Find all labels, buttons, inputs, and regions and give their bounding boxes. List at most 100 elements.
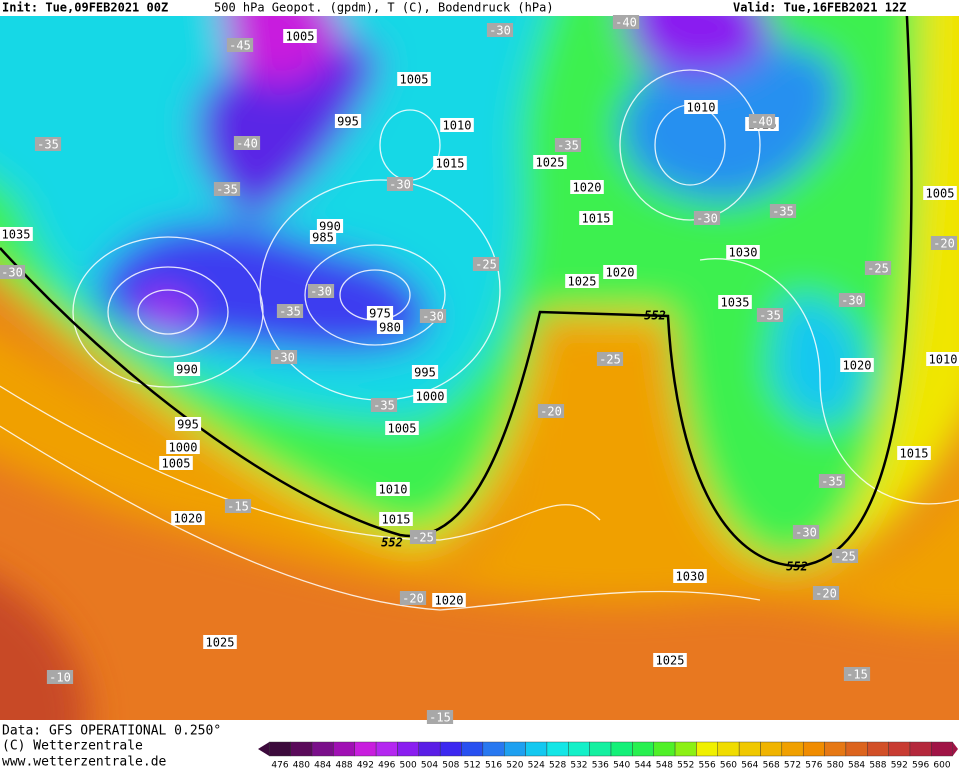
isotherm-label-box xyxy=(370,398,398,412)
colorbar-swatch xyxy=(354,741,377,757)
isobar-label-box xyxy=(166,440,200,454)
colorbar-swatch xyxy=(610,741,633,757)
colorbar-swatch xyxy=(397,741,420,757)
isotherm-label: -15 xyxy=(227,500,249,514)
colorbar-label: 520 xyxy=(506,761,523,771)
isotherm-label-box xyxy=(46,670,74,684)
colorbar-swatch xyxy=(439,741,462,757)
colorbar-swatch xyxy=(738,741,761,757)
colorbar-label: 476 xyxy=(271,761,288,771)
isobar-label-box xyxy=(432,593,466,607)
isotherm-label-box xyxy=(596,352,624,366)
isobar-label-box xyxy=(283,29,317,43)
colorbar-label: 536 xyxy=(592,761,609,771)
isobar-label: 1020 xyxy=(174,512,203,526)
isobar-label: 1005 xyxy=(162,457,191,471)
colorbar-label: 488 xyxy=(335,761,352,771)
isobar-label: 1010 xyxy=(379,483,408,497)
isotherm-label-box xyxy=(307,284,335,298)
isobar-label-box xyxy=(174,417,202,431)
colorbar-label: 480 xyxy=(293,761,310,771)
isobar-label-box xyxy=(440,118,474,132)
isotherm-label: -35 xyxy=(37,138,59,152)
isotherm-label-box xyxy=(486,23,514,37)
colorbar-label: 596 xyxy=(912,761,929,771)
overlay: 1005 1005 995 1010 1015 1025 1020 1015 1010 1025 1… xyxy=(0,15,959,771)
isobar-label: 1020 xyxy=(435,594,464,608)
colorbar-label: 524 xyxy=(528,761,545,771)
colorbar-label: 544 xyxy=(634,761,651,771)
isobar-label-box xyxy=(379,512,413,526)
isobar-label: 1010 xyxy=(443,119,472,133)
isotherm-label: -45 xyxy=(229,39,251,53)
isobar-label-box xyxy=(334,114,362,128)
colorbar-swatch xyxy=(653,741,676,757)
isobar-label: 1030 xyxy=(729,246,758,260)
colorbar-swatch xyxy=(525,741,548,757)
height-label: 552 xyxy=(381,536,403,550)
colorbar-label: 528 xyxy=(549,761,566,771)
footer-source: Data: GFS OPERATIONAL 0.250° xyxy=(2,724,221,739)
isotherm-label-box xyxy=(409,530,437,544)
isobar-label-box xyxy=(376,320,404,334)
colorbar-swatch xyxy=(311,741,334,757)
isotherm-label: -30 xyxy=(696,212,718,226)
isotherm-label: -40 xyxy=(236,137,258,151)
colorbar-swatch xyxy=(867,741,889,757)
colorbar-label: 556 xyxy=(699,761,716,771)
isotherm-label: -25 xyxy=(867,262,889,276)
isobar-label-box xyxy=(673,569,707,583)
isotherm-label-box xyxy=(419,309,447,323)
isotherm-label-box xyxy=(812,586,840,600)
colorbar-label: 540 xyxy=(613,761,630,771)
isobar-label: 1005 xyxy=(400,73,429,87)
isotherm-label: -25 xyxy=(599,353,621,367)
isotherm-label-box xyxy=(472,257,500,271)
isotherm-label-box xyxy=(930,236,958,250)
colorbar-label: 576 xyxy=(805,761,822,771)
colorbar-swatch xyxy=(845,741,868,757)
isotherm-label-box xyxy=(399,591,427,605)
isotherm-label: -35 xyxy=(759,309,781,323)
header-valid: Valid: Tue,16FEB2021 12Z xyxy=(733,1,906,15)
isobar-label: 1010 xyxy=(929,353,958,367)
colorbar-swatch xyxy=(461,741,484,757)
colorbar-swatch xyxy=(482,741,505,757)
height-label: 552 xyxy=(644,309,666,323)
isobar-label: 1020 xyxy=(843,359,872,373)
isotherm-label-box xyxy=(769,204,797,218)
isobar-label-box xyxy=(718,295,752,309)
isotherm-label-box xyxy=(537,404,565,418)
colorbar-swatch xyxy=(674,741,697,757)
isotherm-label: -35 xyxy=(821,475,843,489)
colorbar-arrow-left xyxy=(258,742,270,756)
colorbar-label: 496 xyxy=(378,761,395,771)
isobar-label-box xyxy=(173,362,201,376)
isotherm-label: -30 xyxy=(795,526,817,540)
isobar-label-box xyxy=(533,155,567,169)
colorbar-label: 508 xyxy=(442,761,459,771)
colorbar-arrow-right xyxy=(952,742,958,756)
isotherm-label: -20 xyxy=(540,405,562,419)
colorbar-swatch xyxy=(781,741,804,757)
colorbar-label: 532 xyxy=(570,761,587,771)
isobar-label-box xyxy=(203,635,237,649)
isotherm-label: -15 xyxy=(846,668,868,682)
isobar-label-box xyxy=(926,352,959,366)
isotherm-label-box xyxy=(233,136,261,150)
isotherm-label-box xyxy=(270,350,298,364)
height-label: 552 xyxy=(786,560,808,574)
isobar-label-box xyxy=(923,186,957,200)
isotherm-label-box xyxy=(554,138,582,152)
isobar-label-box xyxy=(366,306,394,320)
colorbar-label: 572 xyxy=(784,761,801,771)
header-bar xyxy=(0,0,959,16)
isobar-label: 1015 xyxy=(900,447,929,461)
contour-552 xyxy=(0,0,913,568)
isobar-label-box xyxy=(413,389,447,403)
isotherm-label: -25 xyxy=(834,550,856,564)
isobar-label-box xyxy=(0,227,33,241)
isotherm-label: -30 xyxy=(310,285,332,299)
